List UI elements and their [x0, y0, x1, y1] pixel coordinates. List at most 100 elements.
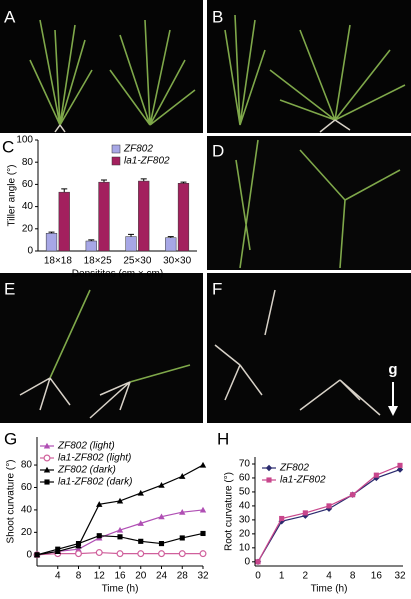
- y-tick-label: 60: [239, 473, 251, 484]
- bar: [177, 183, 190, 252]
- x-tick-label: 32: [197, 571, 209, 582]
- y-axis-label: Tiller angle (°): [7, 165, 18, 227]
- x-tick-label: 16: [371, 571, 383, 582]
- gravity-arrowhead: [388, 406, 398, 416]
- gravity-label: g: [388, 361, 397, 378]
- y-tick-label: 60: [22, 179, 34, 190]
- marker: [116, 497, 124, 504]
- error-bar: [48, 231, 55, 234]
- y-tick-label: 40: [239, 501, 251, 512]
- marker: [179, 508, 186, 515]
- panel-letter: F: [212, 279, 222, 298]
- marker: [75, 550, 82, 558]
- marker: [55, 546, 61, 552]
- y-tick-label: 0: [244, 556, 250, 567]
- bar: [85, 240, 97, 252]
- marker: [302, 510, 308, 516]
- marker: [43, 466, 51, 473]
- y-tick-label: 20: [239, 528, 251, 539]
- legend-label: la1-ZF802: [124, 156, 170, 167]
- x-tick-label: 20: [135, 571, 147, 582]
- y-tick-label: 20: [21, 527, 33, 538]
- photos: g: [0, 0, 411, 423]
- panel-letter: G: [4, 429, 17, 448]
- x-axis-label: Time (h): [102, 584, 139, 595]
- marker: [326, 503, 332, 509]
- x-tick-label: 25×30: [123, 256, 152, 267]
- marker: [302, 512, 309, 519]
- plants: [29, 14, 406, 383]
- panel-letter: D: [212, 141, 224, 160]
- marker: [396, 466, 404, 473]
- y-tick-label: 0: [26, 549, 32, 560]
- marker: [96, 501, 103, 507]
- marker: [96, 533, 102, 539]
- marker: [265, 464, 273, 472]
- marker: [75, 541, 82, 547]
- y-tick-label: 50: [239, 487, 251, 498]
- bar: [58, 191, 70, 252]
- error-bar: [88, 239, 95, 242]
- photo-f: [207, 273, 411, 423]
- marker: [350, 492, 356, 498]
- y-tick-label: 30: [239, 515, 251, 526]
- bar: [125, 236, 137, 252]
- y-tick-label: 40: [22, 201, 34, 212]
- marker: [199, 506, 207, 513]
- marker: [116, 526, 124, 533]
- photo-a: [0, 0, 203, 133]
- marker: [397, 462, 403, 468]
- marker: [179, 535, 185, 541]
- error-bar: [180, 181, 187, 184]
- legend-label: la1-ZF802 (light): [58, 453, 131, 464]
- marker: [34, 552, 40, 558]
- x-tick-label: 4: [55, 571, 61, 582]
- marker: [255, 559, 261, 565]
- marker: [138, 538, 144, 544]
- x-axis-label: Time (h): [311, 584, 348, 595]
- y-tick-label: 80: [21, 460, 33, 471]
- panel-letter: C: [2, 137, 14, 156]
- y-tick-label: 100: [16, 135, 33, 146]
- x-tick-label: 32: [394, 571, 406, 582]
- x-tick-label: 30×30: [163, 256, 192, 267]
- bar: [45, 232, 58, 252]
- photo-e: [0, 273, 203, 423]
- marker: [75, 545, 82, 552]
- photo-d: [207, 136, 411, 270]
- marker: [278, 518, 285, 525]
- y-tick-label: 20: [22, 223, 34, 234]
- marker: [137, 520, 144, 526]
- marker: [373, 472, 379, 478]
- y-tick-label: 80: [22, 157, 34, 168]
- marker: [116, 550, 124, 558]
- error-bar: [128, 233, 135, 237]
- marker: [117, 534, 123, 540]
- marker: [43, 442, 51, 449]
- panel-letter: E: [4, 279, 15, 298]
- marker: [43, 454, 51, 462]
- x-tick-label: 2: [303, 571, 309, 582]
- error-bar: [140, 178, 147, 182]
- y-axis-label: Shoot curvature (°): [6, 459, 17, 543]
- x-tick-label: 18×18: [44, 256, 73, 267]
- panel-letter: B: [212, 7, 223, 26]
- x-tick-label: 16: [114, 571, 126, 582]
- x-tick-label: 28: [177, 571, 189, 582]
- x-tick-label: 0: [255, 571, 261, 582]
- marker: [179, 473, 186, 479]
- error-bar: [61, 188, 68, 193]
- marker: [158, 550, 165, 558]
- marker: [44, 479, 50, 485]
- x-tick-label: 8: [350, 571, 356, 582]
- marker: [137, 489, 144, 496]
- legend-label: ZF802: [279, 463, 309, 474]
- y-tick-label: 60: [21, 482, 33, 493]
- y-axis-label: Root curvature (°): [224, 472, 235, 551]
- bar: [138, 180, 150, 252]
- marker: [178, 550, 186, 558]
- marker: [158, 482, 165, 488]
- marker: [95, 549, 103, 557]
